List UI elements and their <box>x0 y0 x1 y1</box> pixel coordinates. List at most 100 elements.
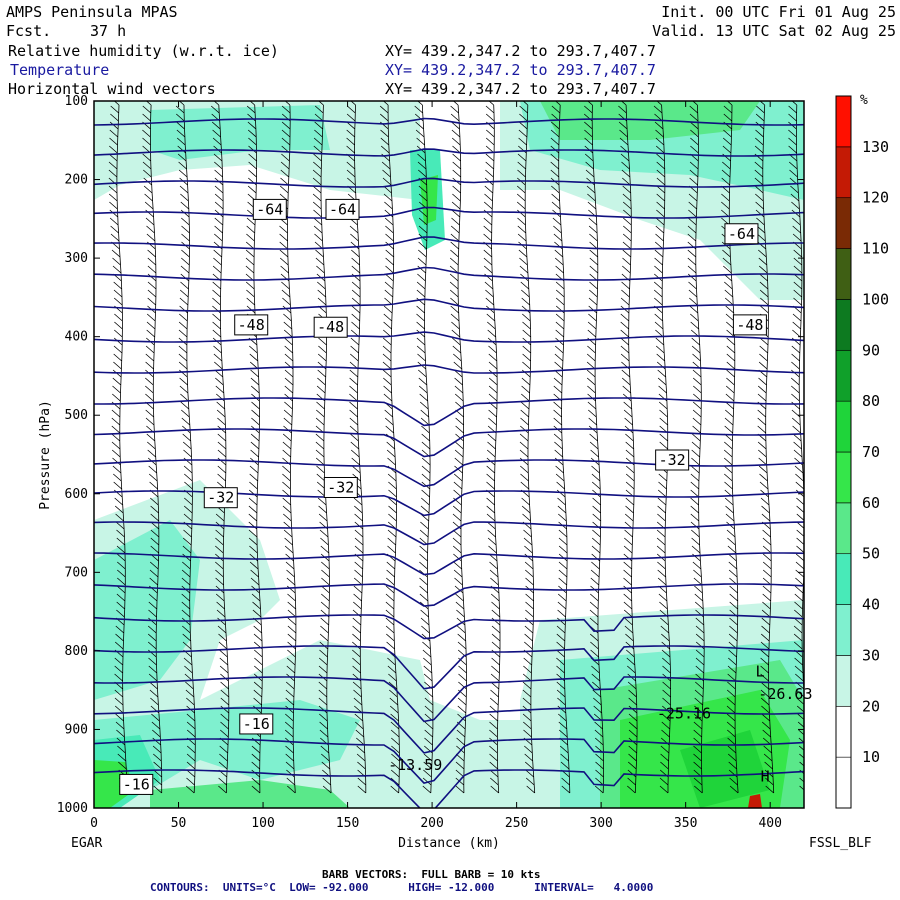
y-tick-label: 1000 <box>57 801 88 816</box>
colorbar-band <box>835 299 852 351</box>
colorbar-band <box>835 146 852 199</box>
temperature-contour <box>94 148 804 157</box>
y-tick-label: 200 <box>65 173 88 188</box>
contour-label: L <box>756 662 765 680</box>
contour-label: -48 <box>238 316 265 334</box>
colorbar-tick-label: 10 <box>862 748 880 766</box>
temperature-contour <box>94 117 804 126</box>
colorbar-band <box>835 197 852 249</box>
rh-region <box>150 780 350 808</box>
x-tick-label: 150 <box>336 816 359 831</box>
temperature-contour <box>94 364 804 374</box>
rh-region <box>420 175 438 225</box>
temperature-contour <box>94 298 804 312</box>
colorbar-band <box>835 400 852 453</box>
colorbar-tick-label: 70 <box>862 443 880 461</box>
contour-label-box <box>252 198 287 220</box>
contour-label-box <box>203 487 238 509</box>
temperature-contours-layer <box>94 117 804 808</box>
contour-label-box <box>234 314 269 336</box>
contours-note: CONTOURS: UNITS=°C LOW= -92.000 HIGH= -1… <box>150 881 654 894</box>
contour-label: -32 <box>659 451 686 469</box>
chart-title: AMPS Peninsula MPAS <box>6 3 178 21</box>
x-tick-label: 100 <box>251 816 274 831</box>
contour-label: -32 <box>327 478 354 496</box>
x-tick-label: 250 <box>505 816 528 831</box>
x-tick-label: 200 <box>420 816 443 831</box>
forecast-label: Fcst. <box>6 22 52 40</box>
temperature-contour <box>94 331 804 343</box>
temperature-contour <box>94 266 804 281</box>
colorbar-tick-label: 110 <box>862 240 889 258</box>
colorbar-band <box>835 95 852 148</box>
axes-layer: 0 50 100 150 200 250 300 350 400 100 200 300 400 500 6… <box>57 94 804 831</box>
y-tick-label: 400 <box>65 330 88 345</box>
colorbar-tick-label: 100 <box>862 290 889 308</box>
right-station-label: FSSL_BLF <box>809 836 872 851</box>
contour-label-box <box>323 476 358 498</box>
temperature-contour <box>94 707 804 754</box>
colorbar-band <box>835 502 852 555</box>
rh-region <box>748 794 762 808</box>
colorbar-band <box>835 248 852 300</box>
contour-label: -64 <box>728 225 755 243</box>
wind-barb-column <box>483 101 501 794</box>
colorbar-band <box>835 604 852 656</box>
contour-label: -13.59 <box>388 756 442 774</box>
temperature-contour <box>94 206 804 219</box>
colorbar-tick-label: 20 <box>862 697 880 715</box>
colorbar-tick-label: 80 <box>862 392 880 410</box>
x-tick-label: 50 <box>171 816 187 831</box>
x-axis-title: Distance (km) <box>398 836 500 851</box>
y-axis-title: Pressure (hPa) <box>38 400 53 510</box>
temperature-contour <box>94 552 804 576</box>
contour-labels-layer: -64 -64 -64 -48 -48 -48 -32 -32 -32 -25.16 -26.63 -… <box>119 198 812 795</box>
colorbar-band <box>835 553 852 605</box>
init-time: Init. 00 UTC Fri 01 Aug 25 <box>661 3 896 21</box>
field-name-wind: Horizontal wind vectors <box>8 80 216 98</box>
contour-label: -16 <box>243 715 270 733</box>
colorbar-tick-label: 120 <box>862 189 889 207</box>
temperature-contour <box>94 236 804 250</box>
forecast-hours: 37 h <box>90 22 127 40</box>
colorbar-band <box>835 756 852 809</box>
colorbar-tick-label: 50 <box>862 545 880 563</box>
contour-label-box <box>313 316 348 338</box>
field-name-rh: Relative humidity (w.r.t. ice) <box>8 42 279 60</box>
rh-fill-layer <box>94 101 804 808</box>
colorbar: 10 20 30 40 50 60 70 80 90 100 110 120 130% <box>835 93 889 809</box>
temperature-contour <box>94 769 804 808</box>
left-station-label: EGAR <box>71 836 102 851</box>
temperature-contour <box>94 397 804 427</box>
barb-vectors-note: BARB VECTORS: FULL BARB = 10 kts <box>322 868 541 881</box>
colorbar-tick-label: 130 <box>862 138 889 156</box>
y-tick-label: 600 <box>65 487 88 502</box>
contour-label: -26.63 <box>758 685 812 703</box>
colorbar-tick-label: 90 <box>862 341 880 359</box>
temperature-contour <box>94 583 804 607</box>
field-xy-rh: XY= 439.2,347.2 to 293.7,407.7 <box>385 42 656 60</box>
contour-label-box <box>655 449 690 471</box>
colorbar-unit: % <box>860 93 868 108</box>
contour-label-box <box>724 223 759 245</box>
temperature-contour <box>94 676 804 723</box>
contour-label-box <box>732 314 767 336</box>
contour-label: H <box>761 768 770 786</box>
contour-label: -48 <box>317 318 344 336</box>
contour-label-box <box>325 198 360 220</box>
x-tick-label: 0 <box>90 816 98 831</box>
contour-label-box <box>239 713 274 735</box>
field-xy-temperature: XY= 439.2,347.2 to 293.7,407.7 <box>385 61 656 79</box>
contour-label: -64 <box>329 200 356 218</box>
contour-label: -32 <box>207 489 234 507</box>
valid-time: Valid. 13 UTC Sat 02 Aug 25 <box>652 22 896 40</box>
y-tick-label: 800 <box>65 644 88 659</box>
y-tick-label: 700 <box>65 565 88 580</box>
colorbar-frame <box>835 95 852 809</box>
contour-label: -48 <box>736 316 763 334</box>
contour-label: -64 <box>256 200 283 218</box>
wind-barb-column <box>449 101 467 794</box>
colorbar-tick-label: 30 <box>862 646 880 664</box>
contour-label: -16 <box>123 775 150 793</box>
